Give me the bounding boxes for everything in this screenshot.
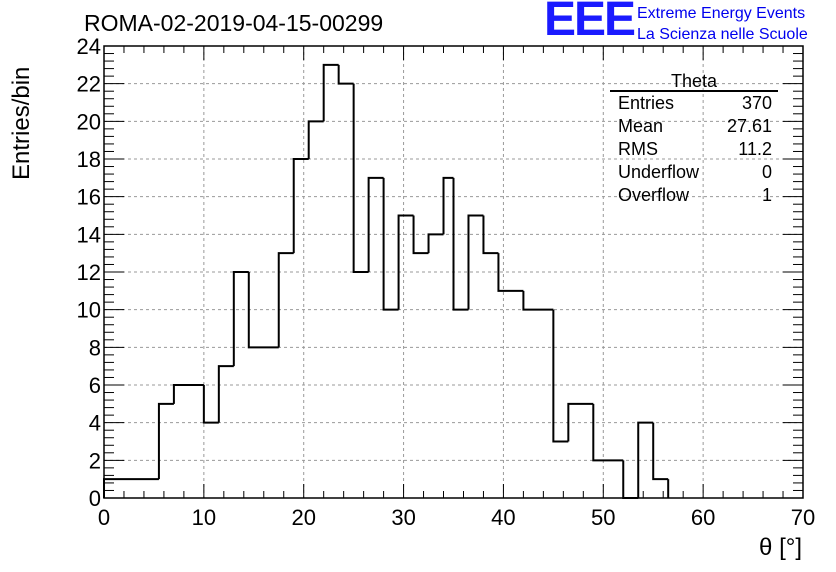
histogram-bin <box>522 290 554 311</box>
histogram-bin <box>382 177 399 311</box>
histogram-bin <box>307 120 324 159</box>
x-tick-label: 40 <box>491 505 515 530</box>
stat-label: RMS <box>618 139 658 159</box>
run-title: ROMA-02-2019-04-15-00299 <box>84 10 384 36</box>
y-axis-title: Entries/bin <box>8 40 42 180</box>
x-tick-label: 10 <box>192 505 216 530</box>
y-tick-label: 16 <box>77 185 101 210</box>
y-tick-label: 14 <box>77 222 101 247</box>
y-tick-label: 8 <box>89 335 101 360</box>
stats-box: Theta Entries 370 Mean 27.61 RMS 11.2 Un… <box>610 72 778 207</box>
stat-row-overflow: Overflow 1 <box>610 184 778 207</box>
stat-row-rms: RMS 11.2 <box>610 138 778 161</box>
eee-logo-mark: EEE <box>544 0 636 46</box>
histogram-bin <box>567 402 594 442</box>
stat-value: 1 <box>761 185 772 205</box>
histogram-bins <box>103 63 670 499</box>
histogram-bin <box>412 215 429 255</box>
x-tick-label: 50 <box>591 505 615 530</box>
histogram-bin <box>292 158 309 254</box>
y-tick-label: 10 <box>77 298 101 323</box>
stat-value: 0 <box>761 162 772 182</box>
y-axis-label: Entries/bin <box>8 66 35 180</box>
histogram-bin <box>452 177 469 311</box>
histogram-bin <box>622 460 639 499</box>
stat-row-entries: Entries 370 <box>610 92 778 115</box>
logo-tagline-1: Extreme Energy Events <box>637 5 806 22</box>
histogram-bin <box>637 421 654 498</box>
histogram-bin <box>652 422 669 481</box>
stat-row-mean: Mean 27.61 <box>610 115 778 138</box>
histogram-bin <box>322 63 339 122</box>
histogram-bin <box>217 365 234 423</box>
y-tick-label: 6 <box>89 373 101 398</box>
y-tick-label: 0 <box>89 486 101 511</box>
histogram-bin <box>247 272 279 349</box>
stat-value: 11.2 <box>738 139 772 159</box>
histogram-bin <box>592 403 624 462</box>
plot-frame <box>103 45 804 499</box>
histogram-bin <box>442 176 454 235</box>
stat-label: Entries <box>618 93 675 113</box>
stat-label: Underflow <box>618 162 700 182</box>
histogram-bin <box>497 253 524 292</box>
y-tick-label: 18 <box>77 147 101 172</box>
histogram-bin <box>172 384 204 404</box>
stat-row-underflow: Underflow 0 <box>610 161 778 184</box>
y-tick-label: 4 <box>89 411 101 436</box>
histogram-bin <box>337 64 354 85</box>
histogram-bin <box>367 176 384 272</box>
logo-tagline-2: La Scienza nelle Scuole <box>637 26 808 43</box>
x-tick-label: 60 <box>691 505 715 530</box>
histogram-bin <box>157 402 174 480</box>
stat-value: 370 <box>741 93 772 113</box>
histogram-bin <box>352 83 369 273</box>
stat-value: 27.61 <box>726 116 772 136</box>
stat-label: Overflow <box>618 185 690 205</box>
y-tick-label: 2 <box>89 448 101 473</box>
histogram-bin <box>552 309 569 443</box>
y-tick-label: 20 <box>77 109 101 134</box>
eee-logo: EEE Extreme Energy Events La Scienza nel… <box>544 0 834 46</box>
stat-label: Mean <box>618 116 664 136</box>
histogram-bin <box>482 215 499 255</box>
y-tick-label: 24 <box>77 34 101 59</box>
x-axis-label: θ [°] <box>759 534 802 561</box>
y-tick-label: 22 <box>77 72 101 97</box>
histogram-bin <box>277 252 294 348</box>
histogram-bin <box>467 214 484 310</box>
x-tick-label: 30 <box>391 505 415 530</box>
x-tick-label: 20 <box>291 505 315 530</box>
stats-title: Theta <box>610 72 778 92</box>
histogram-bin <box>232 271 249 367</box>
histogram-bin <box>202 385 219 424</box>
histogram-bin <box>397 214 414 310</box>
x-tick-label: 70 <box>791 505 815 530</box>
histogram-bin <box>103 478 159 498</box>
y-tick-label: 12 <box>77 260 101 285</box>
x-tick-label: 0 <box>98 505 110 530</box>
histogram-bin <box>427 233 444 254</box>
